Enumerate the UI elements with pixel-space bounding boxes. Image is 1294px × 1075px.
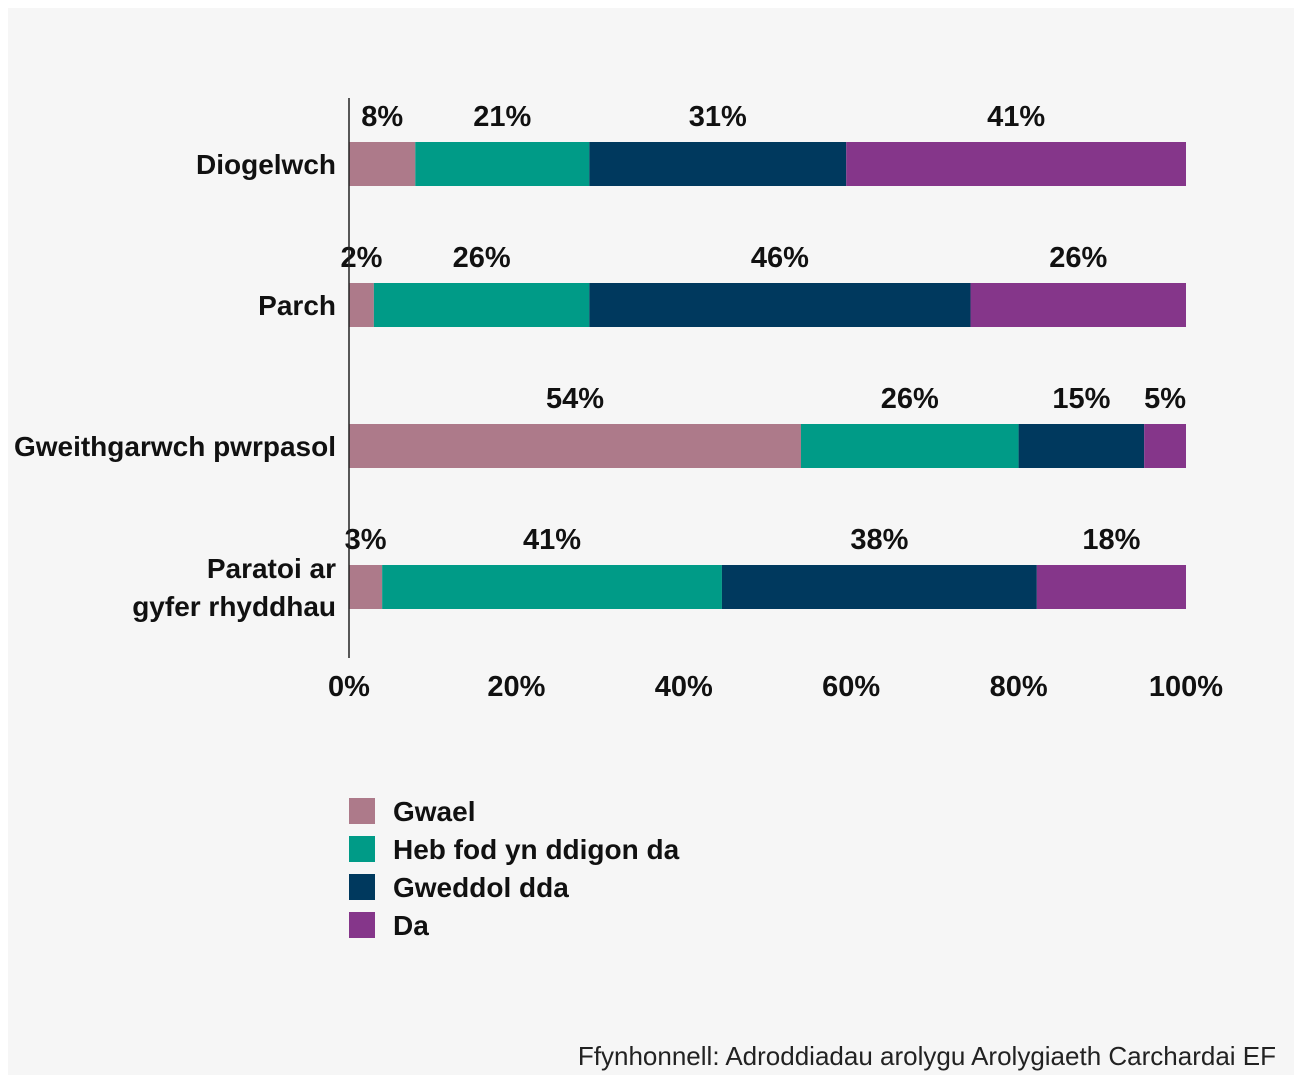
legend-label-heb-fod-yn-ddigon-da: Heb fod yn ddigon da (393, 834, 680, 865)
value-label-gweithgarwch-pwrpasol-gwael: 54% (546, 383, 604, 415)
value-label-diogelwch-gwael: 8% (361, 101, 403, 133)
value-label-paratoi-ar-gyfer-rhyddhau-da: 18% (1082, 524, 1140, 556)
x-tick-label-0: 0% (328, 671, 370, 703)
category-label-gweithgarwch-pwrpasol: Gweithgarwch pwrpasol (14, 431, 336, 462)
bar-gweithgarwch-pwrpasol-gwael (349, 424, 801, 468)
value-label-parch-gwael: 2% (340, 242, 382, 274)
category-label-paratoi-ar-gyfer-rhyddhau: Paratoi ar gyfer rhyddhau (132, 553, 336, 622)
x-tick-label-1: 20% (487, 671, 545, 703)
x-tick-labels-group: 0% 20% 40% 60% 80% 100% (328, 671, 1223, 703)
bar-diogelwch-gwael (349, 142, 416, 186)
chart-panel: 8% 21% 31% 41% 2% 26% 46% 26% 54% 26% 15% 5% 3% 41% 38… (8, 8, 1294, 1075)
bar-diogelwch-heb-fod-yn-ddigon-da (415, 142, 590, 186)
value-label-parch-gweddol-dda: 46% (751, 242, 809, 274)
legend-label-gweddol-dda: Gweddol dda (393, 872, 569, 903)
bar-diogelwch-da (846, 142, 1186, 186)
legend-swatch-da (349, 912, 375, 938)
bars-group (349, 142, 1186, 609)
bar-parch-gweddol-dda (589, 283, 971, 327)
legend-label-gwael: Gwael (393, 796, 475, 827)
value-label-parch-da: 26% (1049, 242, 1107, 274)
value-label-paratoi-ar-gyfer-rhyddhau-heb-fod-yn-ddigon-da: 41% (523, 524, 581, 556)
value-label-gweithgarwch-pwrpasol-da: 5% (1144, 383, 1186, 415)
value-label-paratoi-ar-gyfer-rhyddhau-gweddol-dda: 38% (850, 524, 908, 556)
bar-parch-da (970, 283, 1186, 327)
legend-swatch-gwael (349, 798, 375, 824)
legend-swatch-gweddol-dda (349, 874, 375, 900)
source-note: Ffynhonnell: Adroddiadau arolygu Arolygi… (577, 1041, 1276, 1071)
bar-gweithgarwch-pwrpasol-da (1144, 424, 1186, 468)
legend: Gwael Heb fod yn ddigon da Gweddol dda Da (349, 796, 680, 941)
x-tick-label-4: 80% (990, 671, 1048, 703)
bar-paratoi-ar-gyfer-rhyddhau-gweddol-dda (721, 565, 1037, 609)
bar-gweithgarwch-pwrpasol-heb-fod-yn-ddigon-da (800, 424, 1019, 468)
value-label-gweithgarwch-pwrpasol-heb-fod-yn-ddigon-da: 26% (881, 383, 939, 415)
value-label-gweithgarwch-pwrpasol-gweddol-dda: 15% (1052, 383, 1110, 415)
value-labels-group: 8% 21% 31% 41% 2% 26% 46% 26% 54% 26% 15% 5% 3% 41% 38… (340, 101, 1186, 556)
bar-paratoi-ar-gyfer-rhyddhau-da (1036, 565, 1186, 609)
bar-parch-gwael (349, 283, 374, 327)
bar-gweithgarwch-pwrpasol-gweddol-dda (1018, 424, 1145, 468)
bar-paratoi-ar-gyfer-rhyddhau-gwael (349, 565, 383, 609)
x-tick-label-5: 100% (1149, 671, 1223, 703)
legend-swatch-heb-fod-yn-ddigon-da (349, 836, 375, 862)
bar-parch-heb-fod-yn-ddigon-da (373, 283, 590, 327)
value-label-paratoi-ar-gyfer-rhyddhau-gwael: 3% (345, 524, 387, 556)
x-tick-label-3: 60% (822, 671, 880, 703)
bar-paratoi-ar-gyfer-rhyddhau-heb-fod-yn-ddigon-da (382, 565, 722, 609)
x-tick-label-2: 40% (655, 671, 713, 703)
stacked-bar-chart: 8% 21% 31% 41% 2% 26% 46% 26% 54% 26% 15% 5% 3% 41% 38… (14, 98, 1223, 941)
value-label-parch-heb-fod-yn-ddigon-da: 26% (453, 242, 511, 274)
bar-diogelwch-gweddol-dda (589, 142, 847, 186)
category-label-diogelwch: Diogelwch (196, 149, 336, 180)
legend-label-da: Da (393, 910, 429, 941)
value-label-diogelwch-gweddol-dda: 31% (689, 101, 747, 133)
value-label-diogelwch-da: 41% (987, 101, 1045, 133)
category-label-parch: Parch (258, 290, 336, 321)
category-labels-group: Diogelwch Parch Gweithgarwch pwrpasol Parat… (14, 149, 336, 622)
value-label-diogelwch-heb-fod-yn-ddigon-da: 21% (473, 101, 531, 133)
